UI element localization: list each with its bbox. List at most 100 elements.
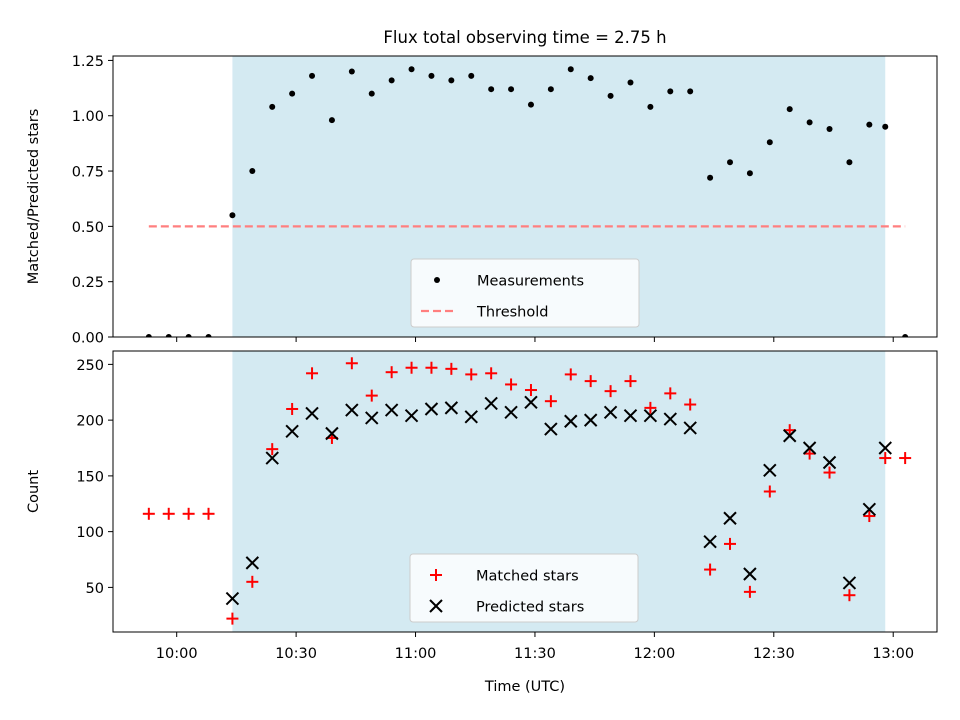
x-tick-label: 10:00 — [156, 646, 198, 662]
measurement-point — [428, 72, 435, 79]
matched-star-marker — [405, 361, 418, 374]
measurement-point — [348, 68, 355, 75]
marker-stroke — [743, 567, 757, 581]
predicted-star-marker — [345, 403, 359, 417]
measurement-point — [846, 159, 853, 166]
marker-stroke — [703, 534, 717, 549]
measurement-point — [567, 66, 574, 73]
predicted-star-marker — [444, 401, 459, 415]
measurement-point — [249, 168, 256, 175]
measurement-point — [448, 77, 455, 84]
legend-box — [409, 553, 639, 623]
marker-stroke — [504, 405, 518, 420]
matched-star-marker — [505, 378, 518, 391]
matched-star-marker — [564, 368, 577, 381]
legend: Measurements Threshold — [410, 258, 640, 328]
marker-stroke — [783, 429, 797, 443]
predicted-star-marker — [464, 410, 478, 424]
x-tick-label: 10:30 — [275, 646, 317, 662]
x-tick-label: 12:00 — [633, 646, 675, 662]
predicted-star-marker — [603, 405, 618, 420]
predicted-star-marker — [404, 408, 419, 423]
marker-stroke — [429, 599, 443, 613]
predicted-star-marker — [643, 408, 658, 423]
y-axis-label: Count — [26, 470, 42, 513]
predicted-star-marker — [365, 411, 379, 425]
flux-ratio-panel: 0.00 0.25 0.50 0.75 1.00 1.25 Matched/Predicte… — [26, 54, 938, 347]
y-tick-label: 0.75 — [72, 165, 104, 181]
marker-stroke — [862, 502, 877, 517]
x-tick-label: 11:00 — [395, 646, 437, 662]
predicted-star-marker — [663, 412, 678, 426]
matched-star-marker — [664, 387, 677, 400]
predicted-star-marker — [484, 396, 498, 411]
predicted-star-marker — [524, 395, 538, 410]
measurement-point — [826, 126, 833, 133]
predicted-star-marker — [544, 422, 558, 436]
matched-star-marker — [345, 357, 358, 370]
y-tick-label: 1.25 — [72, 54, 104, 70]
measurement-point — [508, 86, 515, 93]
marker-stroke — [464, 410, 478, 424]
legend: Matched stars Predicted stars — [409, 553, 639, 623]
y-tick-label: 100 — [76, 525, 104, 541]
marker-stroke — [878, 441, 892, 455]
matched-star-marker — [445, 362, 458, 375]
predicted-star-marker — [225, 591, 240, 606]
y-axis-label: Matched/Predicted stars — [26, 109, 42, 285]
matched-star-marker — [783, 424, 796, 437]
measurement-point — [647, 103, 654, 110]
measurement-point — [468, 72, 475, 79]
matched-star-marker — [879, 452, 892, 465]
predicted-star-marker — [822, 455, 837, 470]
axes-frame — [112, 55, 938, 338]
marker-stroke — [484, 396, 498, 411]
legend-marker-predicted — [429, 599, 443, 613]
matched-star-marker — [724, 537, 737, 550]
matched-star-marker — [524, 384, 537, 397]
measurement-point — [882, 123, 889, 130]
measurement-point — [145, 334, 152, 337]
x-tick-label: 13:00 — [872, 646, 914, 662]
predicted-star-marker — [285, 424, 299, 438]
y-tick-label: 0.25 — [72, 275, 104, 291]
predicted-star-marker — [683, 421, 697, 435]
measurement-point — [488, 86, 495, 93]
marker-stroke — [723, 511, 737, 525]
predicted-star-marker — [878, 441, 892, 455]
x-tick-label: 12:30 — [753, 646, 795, 662]
predicted-star-marker — [723, 511, 737, 525]
marker-stroke — [424, 402, 439, 416]
matched-star-marker — [743, 585, 756, 598]
marker-stroke — [802, 441, 817, 455]
marker-stroke — [842, 576, 857, 590]
matched-star-marker — [763, 485, 776, 498]
x-tick-label: 11:30 — [514, 646, 556, 662]
matched-star-marker — [465, 368, 478, 381]
measurement-point — [607, 92, 614, 99]
predicted-star-marker — [384, 403, 399, 417]
marker-stroke — [822, 455, 837, 470]
measurement-point — [309, 72, 316, 79]
marker-stroke — [265, 451, 279, 465]
measurement-point — [587, 75, 594, 82]
marker-stroke — [564, 414, 578, 428]
predicted-star-marker — [703, 534, 717, 549]
predicted-star-marker — [763, 463, 777, 478]
marker-stroke — [365, 411, 379, 425]
matched-star-marker — [286, 402, 299, 415]
matched-star-marker — [584, 375, 597, 388]
y-tick-label: 250 — [76, 358, 104, 374]
measurement-point — [766, 139, 773, 146]
matched-star-marker — [684, 398, 697, 411]
y-tick-label: 200 — [76, 414, 104, 430]
matched-star-marker — [385, 366, 398, 379]
marker-stroke — [583, 413, 598, 427]
marker-stroke — [763, 463, 777, 478]
matched-star-marker — [644, 401, 657, 414]
matched-star-marker — [899, 452, 912, 465]
measurement-point — [866, 121, 873, 128]
predicted-star-marker — [265, 451, 279, 465]
matched-star-marker — [823, 466, 836, 479]
